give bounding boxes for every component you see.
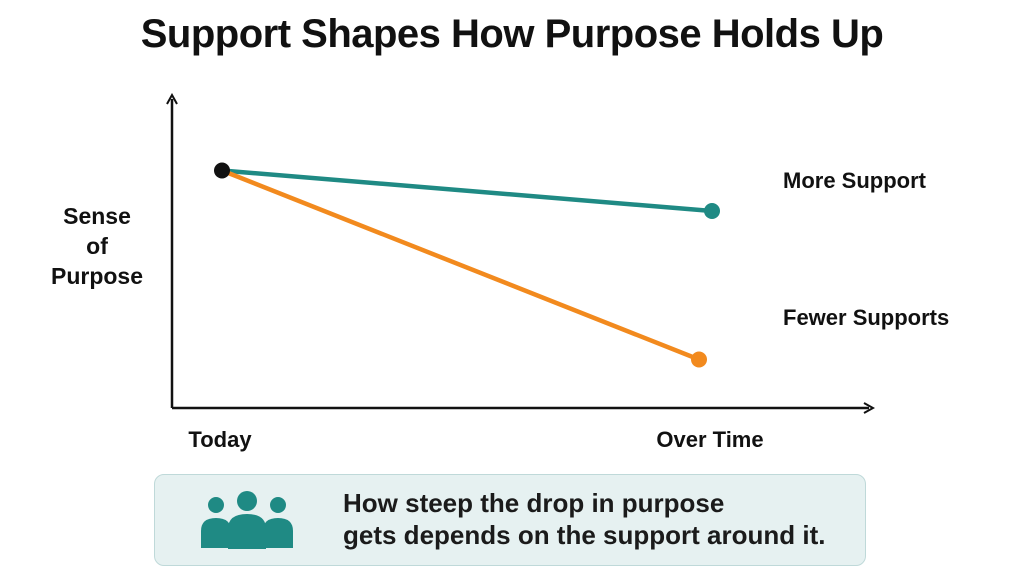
people-group-icon xyxy=(201,491,293,549)
callout-box: How steep the drop in purpose gets depen… xyxy=(154,474,866,566)
series-end-point-2 xyxy=(691,351,707,368)
line-chart: Sense of Purpose Today Over Time More Suppo… xyxy=(51,0,949,452)
callout-line-1: How steep the drop in purpose xyxy=(343,488,725,518)
y-label-line-3: Purpose xyxy=(51,263,143,289)
y-axis-label: Sense of Purpose xyxy=(51,203,143,289)
y-label-line-2: of xyxy=(86,233,108,259)
callout-text: How steep the drop in purpose gets depen… xyxy=(343,487,843,551)
chart-title: Support Shapes How Purpose Holds Up xyxy=(140,12,884,56)
series-lines xyxy=(219,168,715,362)
callout-line-2: gets depends on the support around it. xyxy=(343,520,826,550)
x-tick-labels: Today Over Time xyxy=(188,427,763,452)
series-line-1 xyxy=(219,168,715,214)
x-tick-label-1: Today xyxy=(188,427,252,452)
start-point xyxy=(214,162,230,179)
series-label-2: Fewer Supports xyxy=(783,305,949,330)
x-tick-label-2: Over Time xyxy=(656,427,763,452)
series-end-point-1 xyxy=(704,203,720,219)
series-labels: More Support Fewer Supports xyxy=(783,168,949,330)
series-line-2 xyxy=(219,168,702,362)
y-label-line-1: Sense xyxy=(63,203,131,229)
series-label-1: More Support xyxy=(783,168,927,193)
series-points xyxy=(214,162,720,368)
